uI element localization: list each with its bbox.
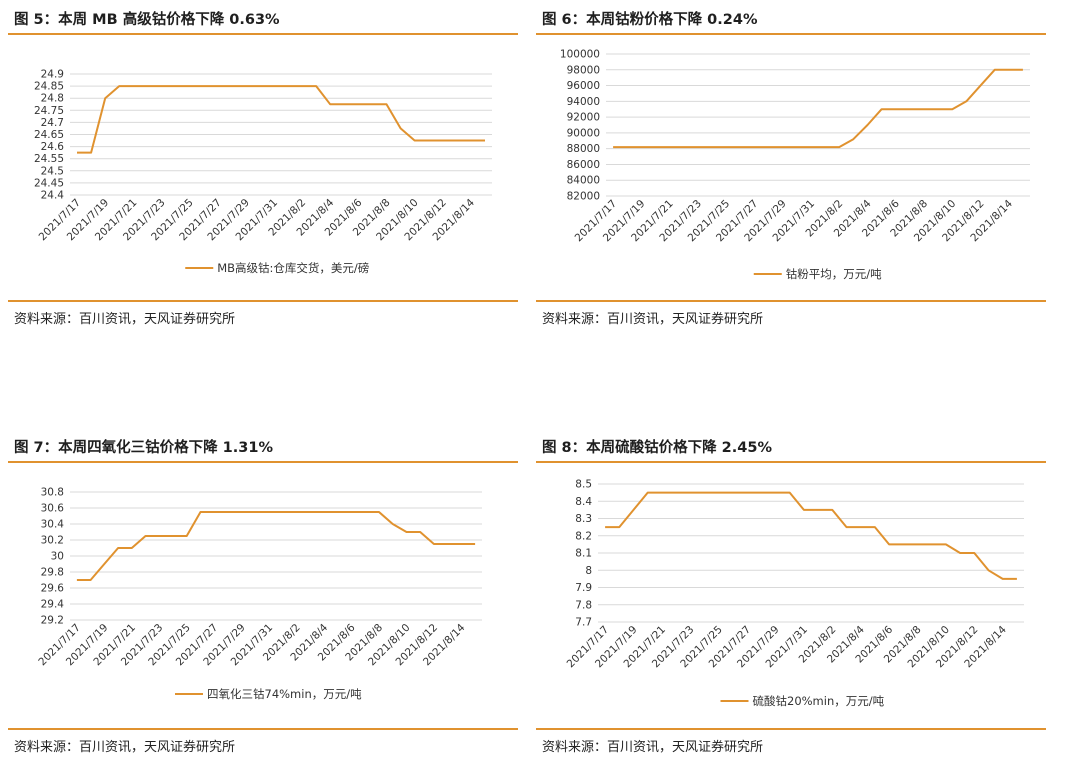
y-tick-label: 7.9: [575, 582, 592, 594]
title-rule: [8, 33, 518, 35]
legend-label: 钴粉平均，万元/吨: [786, 267, 882, 281]
y-tick-label: 30.4: [41, 519, 65, 531]
source-note: 资料来源：百川资讯，天风证券研究所: [14, 740, 236, 755]
y-tick-label: 100000: [560, 49, 600, 61]
chart-title: 图 6：本周钴粉价格下降 0.24%: [542, 12, 758, 28]
legend: 钴粉平均，万元/吨: [753, 267, 882, 281]
legend: MB高级钴:仓库交货，美元/磅: [185, 261, 369, 275]
y-tick-label: 24.6: [41, 141, 65, 153]
series-line: [77, 85, 485, 154]
y-tick-label: 24.65: [34, 129, 64, 141]
y-tick-label: 24.85: [34, 81, 64, 93]
y-tick-label: 8.4: [575, 496, 592, 508]
y-tick-label: 86000: [567, 159, 600, 171]
y-tick-label: 30: [51, 551, 64, 563]
legend-label: MB高级钴:仓库交货，美元/磅: [217, 261, 369, 275]
chart-svg: 24.424.4524.524.5524.624.6524.724.7524.8…: [34, 69, 492, 275]
y-tick-label: 29.8: [41, 567, 64, 579]
y-tick-label: 30.8: [41, 487, 64, 499]
y-tick-label: 92000: [567, 112, 600, 124]
y-tick-label: 98000: [567, 64, 600, 76]
legend: 硫酸钴20%min，万元/吨: [720, 694, 885, 708]
y-tick-label: 30.6: [41, 503, 65, 515]
chart-panel-2: 图 6：本周钴粉价格下降 0.24% 82000 84000 86000 88000 9…: [536, 0, 1056, 330]
y-tick-label: 96000: [567, 80, 600, 92]
series-line: [76, 511, 476, 581]
y-tick-label: 90000: [567, 127, 600, 139]
y-tick-label: 24.8: [41, 93, 64, 105]
title-rule: [536, 461, 1046, 463]
legend: 四氧化三钴74%min，万元/吨: [175, 687, 362, 701]
y-tick-label: 8.1: [575, 548, 592, 560]
y-tick-label: 24.75: [34, 105, 64, 117]
source-rule: [536, 728, 1046, 730]
chart-title: 图 5：本周 MB 高级钴价格下降 0.63%: [14, 12, 280, 28]
chart-svg: 82000 84000 86000 88000 90000 92000 94000 96000…: [560, 49, 1030, 281]
source-note: 资料来源：百川资讯，天风证券研究所: [542, 312, 764, 327]
line-chart: 24.4 24.45 24.5 24.55 24.6 24.65 24.7 24.75 24.8…: [8, 40, 518, 295]
source-rule: [8, 300, 518, 302]
line-chart: 7.7 7.8 7.9 8 8.1 8.2 8.3 8.4 8.5 2021/7/17 2021/7…: [536, 468, 1046, 723]
legend-label: 四氧化三钴74%min，万元/吨: [207, 687, 362, 701]
y-tick-label: 29.6: [41, 583, 65, 595]
y-tick-label: 82000: [567, 191, 600, 203]
source-note: 资料来源：百川资讯，天风证券研究所: [14, 312, 236, 327]
series-line: [613, 68, 1023, 149]
y-tick-label: 7.8: [575, 599, 592, 611]
chart-title: 图 7：本周四氧化三钴价格下降 1.31%: [14, 440, 273, 456]
y-tick-label: 29.2: [41, 615, 64, 627]
y-tick-label: 8: [585, 565, 592, 577]
y-tick-label: 8.3: [575, 513, 592, 525]
y-tick-label: 29.4: [41, 599, 65, 611]
series-line: [605, 491, 1017, 580]
line-chart: 29.2 29.4 29.6 29.8 30 30.2 30.4 30.6 30.8 2021/7…: [8, 468, 518, 723]
y-tick-label: 8.5: [575, 479, 592, 491]
chart-panel-3: 图 7：本周四氧化三钴价格下降 1.31% 29.2 29.4 29.6 29.8 30…: [8, 428, 528, 758]
chart-svg: 29.229.429.629.83030.230.430.630.82021/7…: [36, 487, 482, 701]
source-rule: [8, 728, 518, 730]
source-note: 资料来源：百川资讯，天风证券研究所: [542, 740, 764, 755]
y-tick-label: 24.5: [41, 165, 64, 177]
title-rule: [8, 461, 518, 463]
y-tick-label: 8.2: [575, 530, 592, 542]
y-tick-label: 7.7: [575, 617, 592, 629]
y-tick-label: 24.55: [34, 153, 64, 165]
source-rule: [536, 300, 1046, 302]
chart-panel-4: 图 8：本周硫酸钴价格下降 2.45% 7.7 7.8 7.9 8 8.1 8.2 8.3 8…: [536, 428, 1056, 758]
y-tick-label: 24.45: [34, 177, 64, 189]
y-tick-label: 24.7: [41, 117, 64, 129]
y-tick-label: 24.9: [41, 69, 64, 81]
y-tick-label: 84000: [567, 175, 600, 187]
y-tick-label: 30.2: [41, 535, 64, 547]
y-tick-label: 24.4: [41, 190, 65, 202]
title-rule: [536, 33, 1046, 35]
legend-label: 硫酸钴20%min，万元/吨: [753, 694, 885, 708]
chart-panel-1: 图 5：本周 MB 高级钴价格下降 0.63% 24.4 24.45 24.5 24.…: [8, 0, 528, 330]
chart-title: 图 8：本周硫酸钴价格下降 2.45%: [542, 440, 772, 456]
line-chart: 82000 84000 86000 88000 90000 92000 94000 96000…: [536, 40, 1046, 295]
y-tick-label: 94000: [567, 96, 600, 108]
y-tick-label: 88000: [567, 143, 600, 155]
chart-svg: 7.77.87.988.18.28.38.48.52021/7/172021/7…: [565, 479, 1024, 708]
